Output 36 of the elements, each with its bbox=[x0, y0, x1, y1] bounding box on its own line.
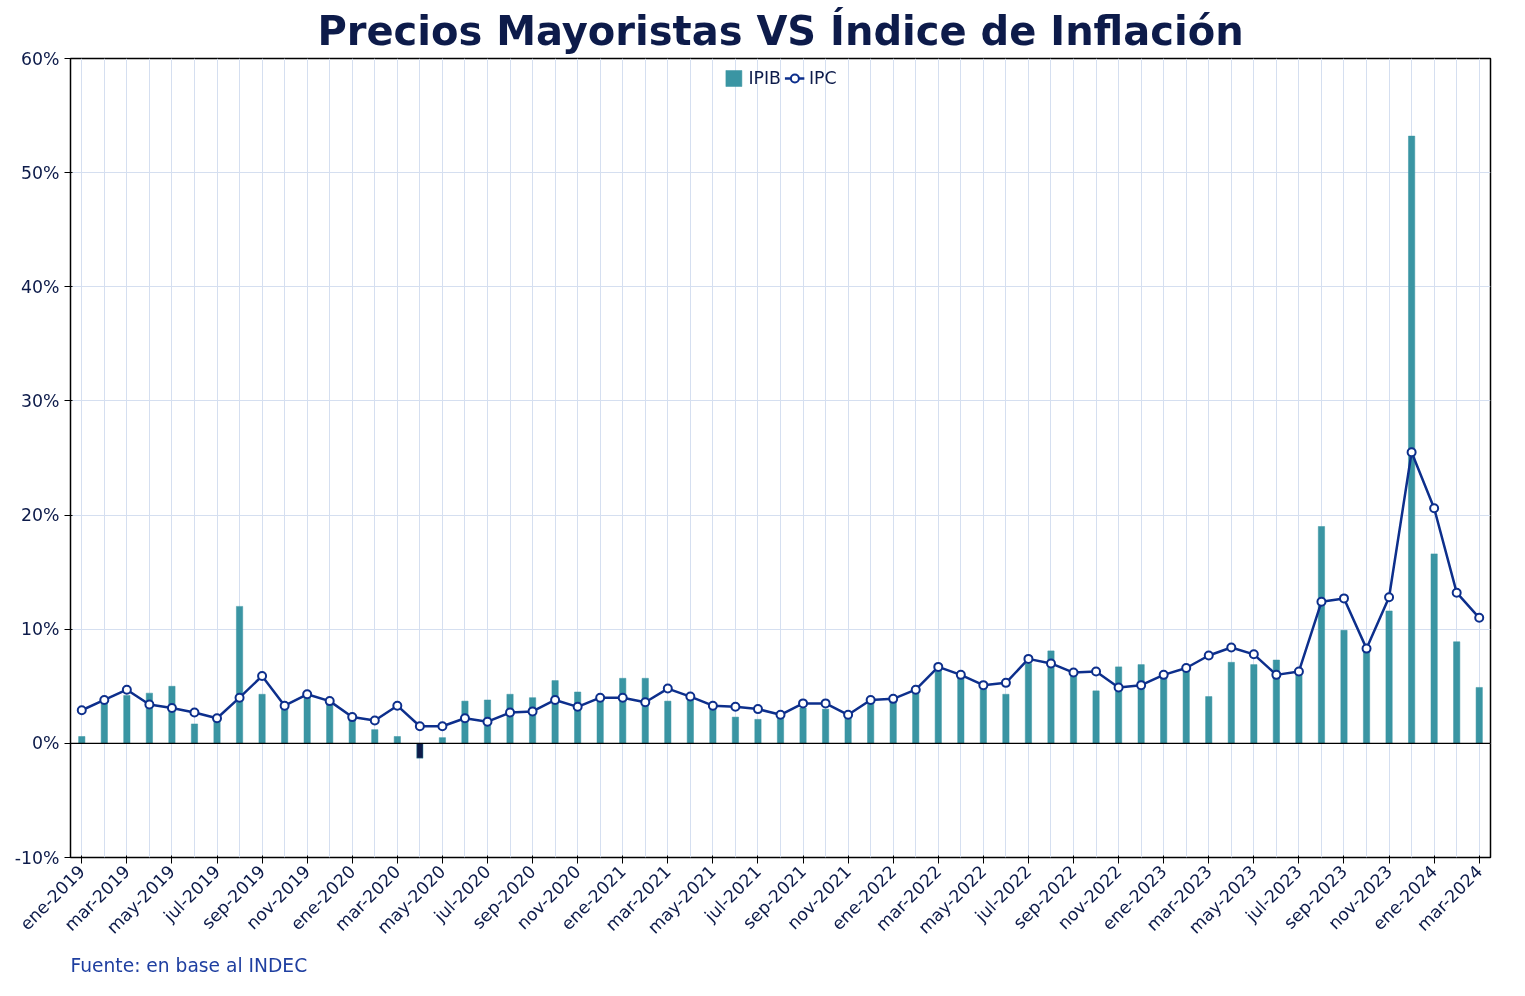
bar bbox=[393, 736, 401, 744]
y-tick-label: -10% bbox=[14, 847, 60, 868]
bar bbox=[1227, 662, 1235, 744]
legend-label: IPC bbox=[808, 68, 837, 88]
y-tick-label: 40% bbox=[20, 276, 60, 297]
bar bbox=[1475, 687, 1483, 744]
bar bbox=[1453, 641, 1461, 744]
bar bbox=[1250, 664, 1258, 744]
y-tick-label: 0% bbox=[32, 733, 60, 754]
bar bbox=[1318, 526, 1325, 744]
bar bbox=[1385, 610, 1393, 744]
bar bbox=[1430, 553, 1438, 744]
bar bbox=[1092, 690, 1100, 744]
bar bbox=[1408, 135, 1416, 744]
y-tick-label: 10% bbox=[20, 619, 60, 640]
bar bbox=[416, 743, 424, 759]
bar bbox=[1205, 696, 1213, 744]
bar bbox=[371, 729, 379, 744]
bar bbox=[258, 694, 266, 744]
bar bbox=[439, 737, 446, 744]
y-tick-label: 60% bbox=[20, 48, 60, 69]
y-tick-label: 30% bbox=[20, 390, 60, 411]
chart-title: Precios Mayoristas VS Índice de Inflación bbox=[317, 6, 1244, 54]
bar bbox=[732, 716, 739, 744]
y-tick-label: 50% bbox=[20, 162, 60, 183]
bar bbox=[1047, 650, 1055, 744]
bar bbox=[754, 719, 762, 744]
bar bbox=[664, 700, 672, 744]
bar bbox=[1340, 630, 1348, 744]
bar bbox=[1002, 694, 1010, 744]
bar bbox=[191, 723, 198, 744]
y-tick-label: 20% bbox=[20, 505, 60, 526]
bar bbox=[78, 736, 86, 744]
legend-label: IPIB bbox=[748, 68, 781, 88]
source-note: Fuente: en base al INDEC bbox=[70, 954, 308, 976]
bar bbox=[236, 606, 243, 744]
